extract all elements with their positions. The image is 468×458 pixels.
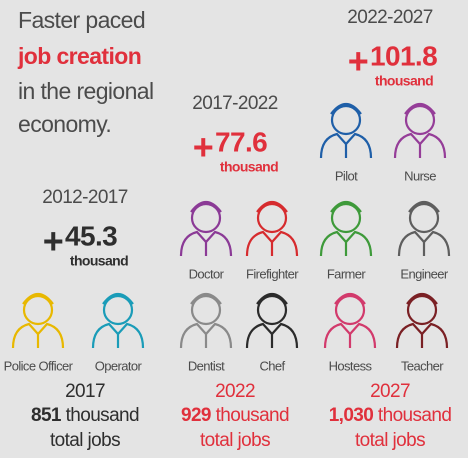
job-icon [319, 200, 373, 257]
icon-head [190, 294, 222, 326]
job-label: Dentist [188, 358, 225, 373]
job-icon [395, 292, 449, 349]
job-icon [319, 102, 373, 159]
job-label: Engineer [400, 266, 449, 281]
total-line: 929 thousand [181, 405, 289, 426]
job-label: Doctor [189, 266, 225, 281]
increase-value: 77.6 [215, 126, 267, 157]
total-note: total jobs [355, 430, 425, 451]
headline-emphasis: job creation [17, 43, 141, 69]
icon-cap [190, 200, 222, 213]
job-icon [179, 292, 233, 349]
job-label: Hostess [329, 358, 373, 373]
total-note: total jobs [200, 430, 270, 451]
headline: economy. [18, 111, 111, 137]
icon-head [334, 294, 366, 326]
period: 2017-2022 [192, 93, 277, 114]
total-note: total jobs [50, 430, 120, 451]
job-icon [11, 292, 65, 349]
icon-head [406, 294, 438, 326]
job-icon [323, 292, 377, 349]
icon-head [256, 294, 288, 326]
icon-cap [330, 102, 362, 115]
total-year: 2022 [215, 381, 255, 402]
icon-cap [408, 200, 440, 213]
icon-cap [22, 292, 54, 305]
job-label: Operator [95, 358, 143, 373]
plus-sign: + [348, 41, 368, 82]
job-label: Nurse [404, 168, 436, 183]
increase-value: 101.8 [370, 40, 437, 71]
job-label: Farmer [327, 266, 367, 281]
icon-cap [190, 292, 222, 305]
job-icon [179, 200, 233, 257]
job-label: Pilot [335, 168, 358, 183]
headline: in the regional [18, 78, 154, 104]
period: 2012-2017 [42, 187, 127, 208]
headline: Faster paced [18, 7, 145, 33]
total-unit: thousand [66, 405, 139, 426]
job-label: Police Officer [4, 358, 74, 373]
total-line: 851 thousand [31, 405, 139, 426]
icon-cap [406, 292, 438, 305]
increase-unit: thousand [70, 253, 128, 269]
plus-sign: + [193, 127, 213, 168]
job-icon [397, 200, 451, 257]
total-number: 851 [31, 405, 62, 426]
icon-cap [404, 102, 436, 115]
plus-sign: + [43, 221, 63, 262]
total-year: 2017 [65, 381, 105, 402]
increase-unit: thousand [375, 73, 433, 89]
icon-head [330, 104, 362, 136]
icon-head [22, 294, 54, 326]
job-icon [245, 292, 299, 349]
increase-value: 45.3 [65, 220, 117, 251]
icon-head [404, 104, 436, 136]
icon-cap [256, 292, 288, 305]
total-line: 1,030 thousand [329, 405, 452, 426]
total-number: 1,030 [329, 405, 374, 426]
icon-cap [256, 200, 288, 213]
icon-head [256, 202, 288, 234]
icon-cap [102, 292, 134, 305]
icon-head [330, 202, 362, 234]
total-unit: thousand [378, 405, 451, 426]
icon-head [408, 202, 440, 234]
period: 2022-2027 [347, 7, 432, 28]
icon-cap [330, 200, 362, 213]
job-label: Teacher [401, 358, 444, 373]
job-icon [393, 102, 447, 159]
total-year: 2027 [370, 381, 410, 402]
job-icon [91, 292, 145, 349]
increase-unit: thousand [220, 159, 278, 175]
icon-head [190, 202, 222, 234]
total-unit: thousand [216, 405, 289, 426]
total-number: 929 [181, 405, 211, 426]
job-label: Chef [259, 358, 285, 373]
job-label: Firefighter [246, 266, 299, 281]
icon-head [102, 294, 134, 326]
icon-cap [334, 292, 366, 305]
job-icon [245, 200, 299, 257]
